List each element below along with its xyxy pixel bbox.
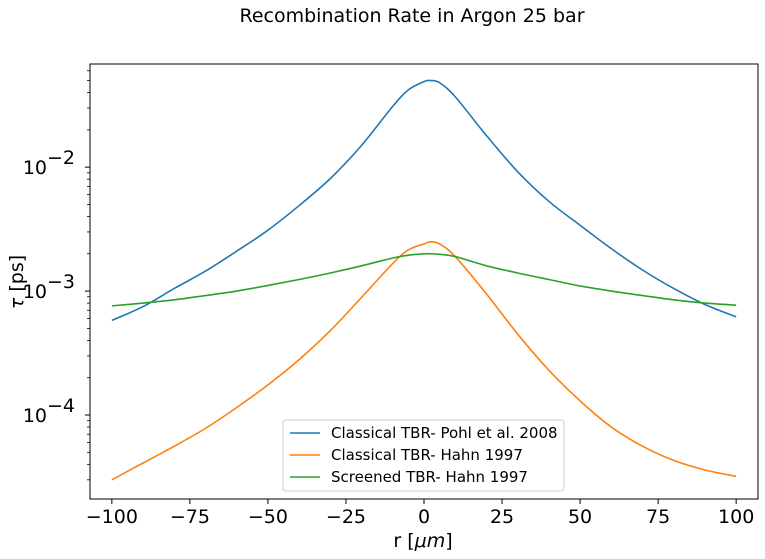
y-axis-label-unit: [ps] xyxy=(6,255,28,298)
y-tick-label: 10 xyxy=(23,281,47,303)
y-axis-label: τ [ps] xyxy=(6,255,28,309)
legend-label-hahn-classical: Classical TBR- Hahn 1997 xyxy=(331,446,523,464)
x-tick-label: 25 xyxy=(490,506,514,528)
x-axis-label-main: r [ xyxy=(393,530,414,552)
x-tick-label: −50 xyxy=(248,506,288,528)
x-tick-label: 75 xyxy=(646,506,670,528)
y-tick-label: 10 xyxy=(23,157,47,179)
legend-box xyxy=(282,419,565,492)
series-layer xyxy=(111,79,737,481)
series-line-2 xyxy=(111,252,737,307)
x-tick-label: −100 xyxy=(86,506,138,528)
y-tick-exponent: −4 xyxy=(47,395,75,417)
y-axis-label-symbol: τ xyxy=(6,297,28,309)
x-axis-ticks: −100 −75 −50 −25 0 25 50 75 100 xyxy=(86,499,754,528)
x-tick-label: −75 xyxy=(170,506,210,528)
x-tick-label: 100 xyxy=(718,506,754,528)
legend-label-hahn-screened: Screened TBR- Hahn 1997 xyxy=(331,468,528,486)
chart-title: Recombination Rate in Argon 25 bar xyxy=(239,5,584,27)
x-axis-label-unit: μm xyxy=(414,530,446,552)
legend: Classical TBR- Pohl et al. 2008 Classica… xyxy=(282,419,565,492)
x-tick-label: −25 xyxy=(326,506,366,528)
x-tick-label: 50 xyxy=(568,506,592,528)
y-tick-exponent: −3 xyxy=(47,271,75,293)
plot-area: −100 −75 −50 −25 0 25 50 75 100 10−410−310−2 xyxy=(23,63,759,528)
series-line-1 xyxy=(111,240,737,481)
y-axis-ticks: 10−410−310−2 xyxy=(23,70,90,481)
x-axis-label: r [μm] xyxy=(393,530,452,552)
series-line-0 xyxy=(111,79,737,322)
y-tick-exponent: −2 xyxy=(47,147,75,169)
x-axis-label-end: ] xyxy=(445,530,452,552)
legend-label-pohl: Classical TBR- Pohl et al. 2008 xyxy=(331,424,558,442)
x-tick-label: 0 xyxy=(418,506,430,528)
y-tick-label: 10 xyxy=(23,405,47,427)
